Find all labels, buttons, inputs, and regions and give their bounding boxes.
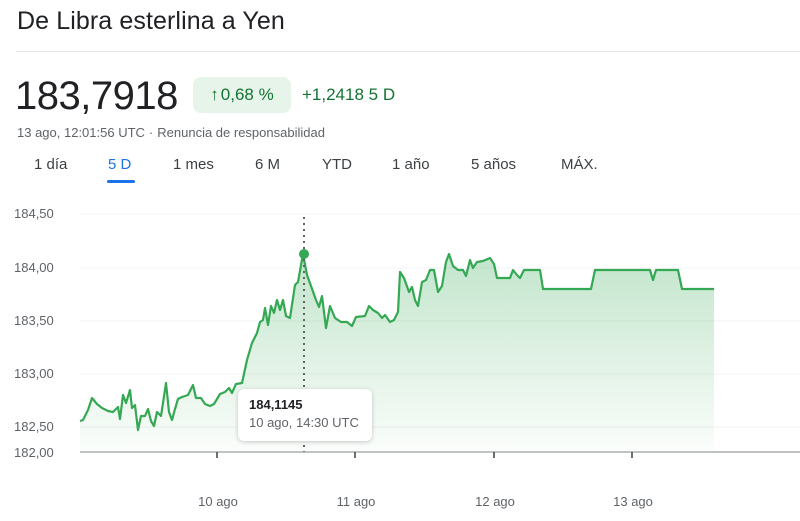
x-axis-ticks xyxy=(216,452,633,458)
tab-1-month[interactable]: 1 mes xyxy=(173,156,214,173)
highlight-point xyxy=(299,249,309,259)
y-tick-label: 182,00 xyxy=(14,445,54,460)
arrow-up-icon: ↑ xyxy=(210,85,219,104)
timestamp: 13 ago, 12:01:56 UTC xyxy=(17,125,145,140)
y-tick-label: 183,50 xyxy=(14,313,54,328)
page-title: De Libra esterlina a Yen xyxy=(17,7,285,35)
disclaimer-link[interactable]: Renuncia de responsabilidad xyxy=(157,125,325,140)
current-price: 183,7918 xyxy=(15,74,178,118)
y-tick-label: 184,00 xyxy=(14,260,54,275)
price-area xyxy=(80,254,714,452)
change-period: 5 D xyxy=(368,85,396,104)
tab-5-years[interactable]: 5 años xyxy=(471,156,517,173)
x-tick-label: 12 ago xyxy=(475,494,515,509)
tooltip-time: 10 ago, 14:30 UTC xyxy=(249,415,359,430)
price-line xyxy=(79,252,714,432)
change-percent: 0,68 % xyxy=(220,85,274,104)
tab-6-months[interactable]: 6 M xyxy=(255,156,281,173)
x-tick-label: 13 ago xyxy=(613,494,653,509)
change-abs-value: +1,2418 xyxy=(302,85,364,104)
tooltip-value: 184,1145 xyxy=(249,397,303,412)
y-tick-label: 184,50 xyxy=(14,206,54,221)
change-absolute: +1,2418 5 D xyxy=(302,85,395,105)
change-percent-badge: ↑ 0,68 % xyxy=(193,77,291,113)
y-tick-label: 182,50 xyxy=(14,419,54,434)
chart-tooltip: 184,1145 10 ago, 14:30 UTC xyxy=(238,389,372,441)
active-tab-indicator xyxy=(107,180,135,183)
y-tick-label: 183,00 xyxy=(14,366,54,381)
tab-ytd[interactable]: YTD xyxy=(322,156,352,173)
tab-1-year[interactable]: 1 año xyxy=(392,156,430,173)
tab-max[interactable]: MÁX. xyxy=(561,156,598,173)
header-divider xyxy=(16,51,800,52)
separator: · xyxy=(148,125,154,140)
quote-subline: 13 ago, 12:01:56 UTC · Renuncia de respons… xyxy=(17,125,325,140)
x-tick-label: 10 ago xyxy=(198,494,238,509)
tab-1-day[interactable]: 1 día xyxy=(34,156,68,173)
range-tabs: 1 día 5 D 1 mes 6 M YTD 1 año 5 años MÁX… xyxy=(0,152,800,188)
x-tick-label: 11 ago xyxy=(336,494,376,509)
tab-5-days[interactable]: 5 D xyxy=(108,156,132,173)
